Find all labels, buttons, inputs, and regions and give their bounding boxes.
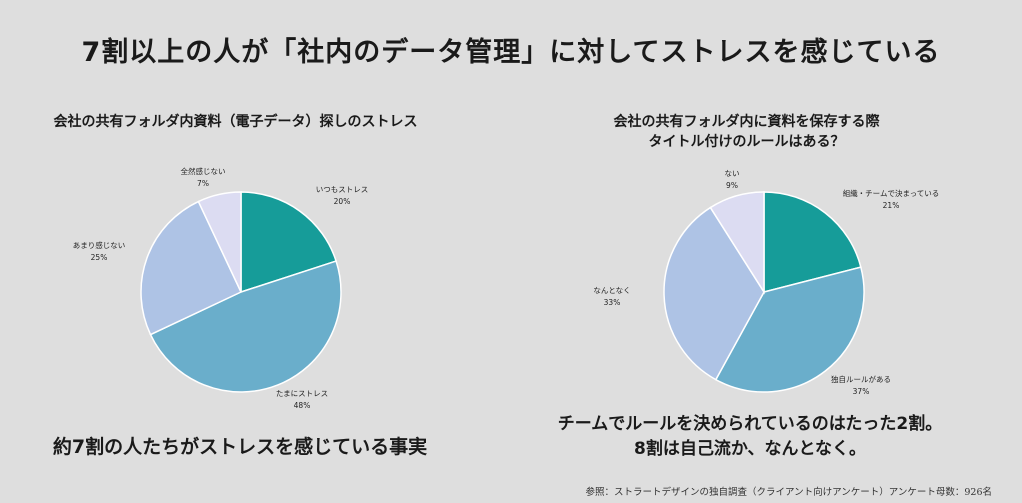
naming-rule-pie-chart: 会社の共有フォルダ内に資料を保存する際 タイトル付けのルールはある？ 組織・チー… (511, 100, 1022, 410)
slice-percent: 9% (726, 181, 738, 190)
slice-label: たまにストレス (276, 389, 328, 398)
slice-percent: 33% (604, 298, 621, 307)
stress-caption: 約7割の人たちがストレスを感じている事実 (52, 436, 428, 458)
pie-chart-svg: 組織・チームで決まっている 21% 独自ルールがある 37% なんとなく 33% ない 9% (593, 169, 940, 396)
slice-label: いつもストレス (316, 185, 369, 194)
rule-caption: チームでルールを決められているのはたった2割。 8割は自己流か、なんとなく。 (530, 412, 970, 462)
stress-pie-chart: 会社の共有フォルダ内資料（電子データ）探しのストレス いつもストレス 20% たまに… (0, 100, 511, 430)
pie-slice (149, 260, 342, 393)
slice-percent: 7% (197, 179, 209, 188)
slice-percent: 37% (853, 387, 870, 396)
pie-slice (709, 191, 765, 295)
chart-title: 会社の共有フォルダ内資料（電子データ）探しのストレス (53, 114, 418, 130)
slice-percent: 20% (334, 197, 351, 206)
chart-title-line: タイトル付けのルールはある？ (648, 134, 845, 150)
slice-label: なんとなく (593, 286, 630, 295)
pie-chart-svg: いつもストレス 20% たまにストレス 48% あまり感じない 25% 全然感じない 7% (73, 166, 369, 410)
slice-label: ない (725, 169, 740, 178)
pie-slice (714, 266, 865, 393)
chart-title-line: 会社の共有フォルダ内に資料を保存する際 (613, 114, 880, 130)
slice-label: 組織・チームで決まっている (843, 188, 940, 198)
pie-slice (197, 191, 242, 293)
page-title: 7割以上の人が「社内のデータ管理」に対してストレスを感じている (81, 37, 941, 68)
slice-percent: 21% (883, 201, 900, 210)
slice-percent: 48% (294, 401, 311, 410)
chart-title: 会社の共有フォルダ内に資料を保存する際 タイトル付けのルールはある？ (491, 112, 1002, 152)
caption-line: 8割は自己流か、なんとなく。 (634, 439, 866, 459)
pie-slice (140, 200, 242, 336)
source-footnote: 参照：ストラートデザインの独自調査（クライアント向けアンケート）アンケート母数：… (585, 487, 993, 498)
slice-percent: 25% (91, 253, 108, 262)
pie-slice (663, 206, 765, 381)
caption-line: チームでルールを決められているのはたった2割。 (557, 414, 943, 434)
slice-label: 独自ルールがある (831, 374, 891, 384)
pie-slice (240, 191, 338, 294)
slice-label: あまり感じない (73, 240, 126, 250)
pie-slice (763, 191, 862, 293)
slice-label: 全然感じない (181, 166, 226, 176)
